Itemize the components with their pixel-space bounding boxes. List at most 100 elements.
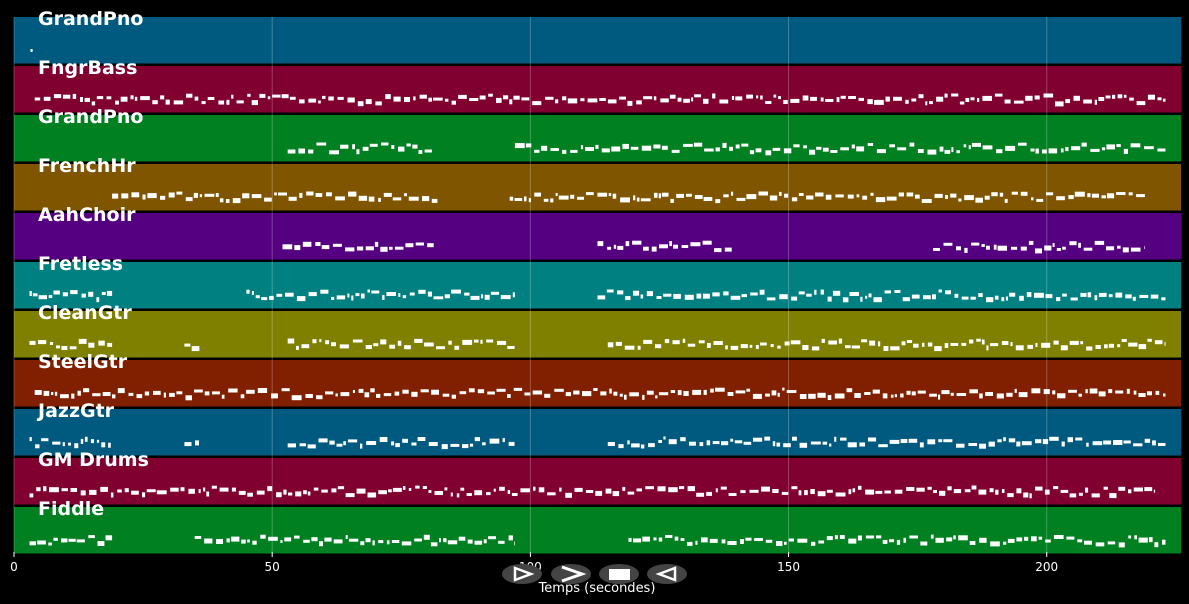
note <box>451 394 456 399</box>
note <box>964 247 968 253</box>
note <box>287 338 295 344</box>
track-lane <box>14 17 1181 64</box>
note <box>514 541 515 546</box>
note <box>677 97 682 102</box>
note <box>1085 389 1088 394</box>
note <box>643 96 653 100</box>
note <box>868 293 872 298</box>
note <box>956 393 967 396</box>
note <box>488 536 496 540</box>
note <box>395 443 400 448</box>
note <box>740 344 748 349</box>
note <box>900 393 904 398</box>
note <box>497 340 507 345</box>
note <box>832 290 841 296</box>
note <box>434 491 443 495</box>
note <box>507 346 515 349</box>
note <box>1112 94 1116 99</box>
note <box>1101 147 1106 151</box>
note <box>1116 144 1121 148</box>
note <box>329 150 339 155</box>
note <box>938 394 941 400</box>
note <box>1065 99 1071 104</box>
note <box>894 290 901 293</box>
note <box>550 198 554 203</box>
note <box>117 388 125 394</box>
note <box>1115 390 1124 394</box>
note <box>389 344 395 349</box>
note <box>391 540 400 543</box>
track-label: Fiddle <box>38 498 104 520</box>
note <box>83 388 90 393</box>
note <box>956 150 960 154</box>
note <box>606 289 614 293</box>
note <box>231 487 236 492</box>
note <box>729 146 733 151</box>
note <box>701 537 708 543</box>
note <box>687 486 695 492</box>
note <box>947 486 952 491</box>
note <box>473 339 479 343</box>
note <box>1075 437 1083 441</box>
note <box>971 242 980 246</box>
note <box>69 346 77 350</box>
fast-forward-button[interactable] <box>551 564 591 584</box>
note <box>294 535 300 539</box>
note <box>226 99 230 105</box>
note <box>306 191 314 196</box>
note <box>80 490 86 496</box>
track-notes <box>29 289 1166 303</box>
note <box>287 443 296 448</box>
note <box>469 98 479 101</box>
note <box>898 192 904 197</box>
note <box>34 97 41 101</box>
note <box>298 148 305 154</box>
note <box>487 391 495 395</box>
note <box>256 490 265 495</box>
note <box>1147 94 1155 100</box>
note <box>1068 389 1077 393</box>
note <box>376 393 381 398</box>
note <box>356 149 360 155</box>
note <box>735 144 740 149</box>
note <box>1060 148 1064 153</box>
note <box>852 488 856 493</box>
stop-button[interactable] <box>599 564 639 584</box>
note <box>797 538 808 543</box>
track-lane <box>14 164 1181 211</box>
note <box>49 487 59 493</box>
note <box>851 345 860 349</box>
note <box>356 246 364 251</box>
note <box>163 392 166 398</box>
note <box>184 343 191 347</box>
note <box>582 391 592 397</box>
note <box>672 340 680 345</box>
note <box>508 441 515 446</box>
track-notes <box>287 142 1166 156</box>
note <box>160 195 166 200</box>
note <box>402 295 407 299</box>
note <box>422 196 430 202</box>
note <box>98 340 105 346</box>
note <box>830 150 838 153</box>
note <box>1125 294 1132 299</box>
note <box>1031 388 1041 394</box>
note <box>1162 539 1166 545</box>
tick-label: 150 <box>777 560 800 574</box>
note <box>660 98 669 103</box>
note <box>769 195 778 201</box>
note <box>1034 292 1044 298</box>
note <box>715 199 721 204</box>
note <box>428 97 432 102</box>
note <box>1108 343 1114 348</box>
note <box>391 441 395 446</box>
note <box>906 192 914 197</box>
note <box>417 437 426 441</box>
play-button[interactable] <box>502 564 542 584</box>
note <box>861 339 868 343</box>
note <box>929 101 933 105</box>
note <box>661 192 669 197</box>
rewind-button[interactable] <box>647 564 687 584</box>
note <box>886 196 897 201</box>
note <box>1029 493 1032 499</box>
